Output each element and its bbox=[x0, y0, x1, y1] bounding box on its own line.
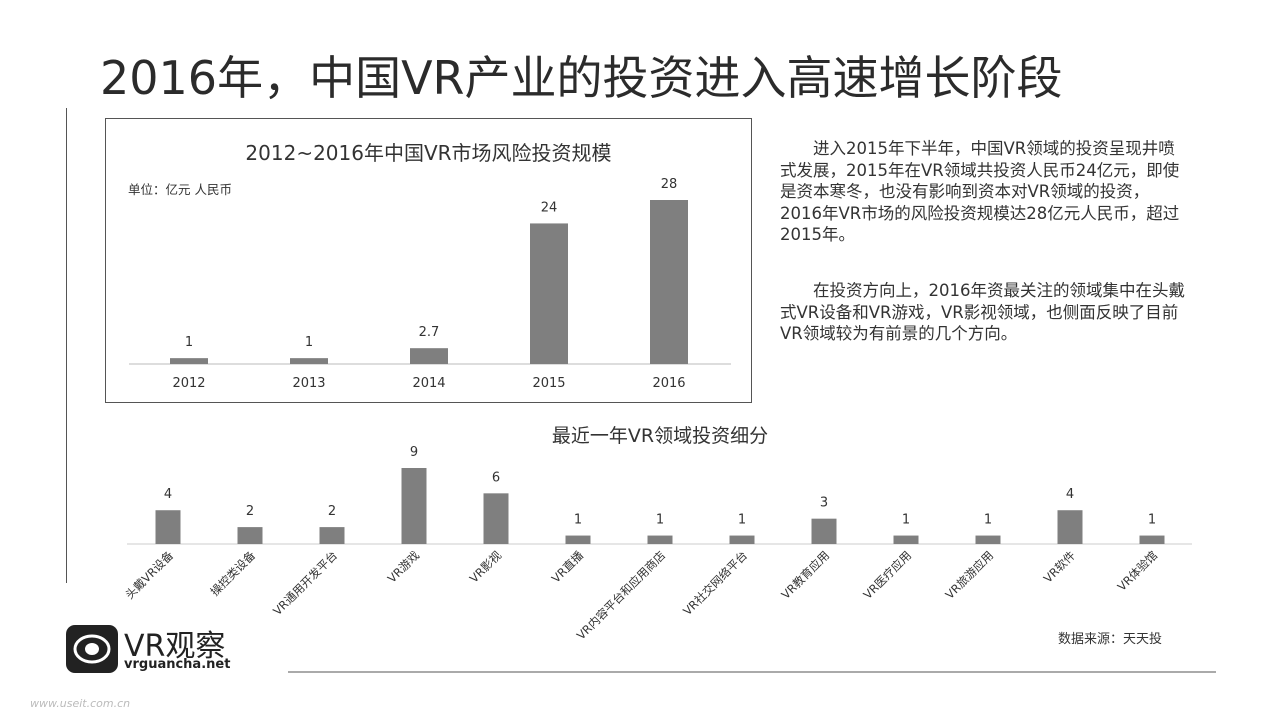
chart2-x-tick-label: VR直播 bbox=[549, 548, 587, 586]
footer-divider bbox=[288, 671, 1216, 673]
chart1-x-tick-label: 2012 bbox=[172, 376, 205, 391]
chart2-bar bbox=[565, 535, 591, 544]
chart1-value-label: 24 bbox=[541, 200, 558, 215]
chart2-x-tick-label: VR内容平台和应用商店 bbox=[574, 548, 668, 642]
chart1-bar bbox=[410, 348, 448, 364]
chart1-title: 2012~2016年中国VR市场风险投资规模 bbox=[245, 141, 612, 165]
chart1-x-tick-label: 2013 bbox=[292, 376, 325, 391]
logo: VR观察 vrguancha.net bbox=[66, 623, 256, 679]
chart-investment-scale: 2012~2016年中国VR市场风险投资规模 单位：亿元 人民币 1 2012 1 2… bbox=[105, 118, 752, 403]
chart2-bar bbox=[319, 527, 345, 544]
chart2-bar bbox=[811, 518, 837, 544]
chart2-bar bbox=[893, 535, 919, 544]
chart1-bar bbox=[530, 223, 568, 364]
chart1-x-tick-label: 2014 bbox=[412, 376, 445, 391]
chart1-x-tick-label: 2015 bbox=[532, 376, 565, 391]
chart1-value-label: 2.7 bbox=[419, 325, 440, 340]
chart1-x-tick-label: 2016 bbox=[652, 376, 685, 391]
chart2-x-tick-label: VR体验馆 bbox=[1115, 548, 1161, 594]
chart1-bar bbox=[170, 358, 208, 364]
chart1-plot: 1 2012 1 2013 2.7 2014 24 2015 28 2016 bbox=[129, 177, 731, 391]
vr-logo-icon bbox=[66, 625, 118, 673]
chart2-value-label: 2 bbox=[328, 504, 336, 519]
chart2-x-tick-label: VR社交网络平台 bbox=[680, 548, 750, 618]
chart1-unit-label: 单位：亿元 人民币 bbox=[128, 182, 232, 197]
chart2-value-label: 4 bbox=[164, 487, 172, 502]
chart2-value-label: 3 bbox=[820, 496, 828, 511]
chart2-value-label: 1 bbox=[1148, 513, 1156, 528]
chart2-value-label: 1 bbox=[574, 513, 582, 528]
chart2-value-label: 1 bbox=[738, 513, 746, 528]
chart2-bar bbox=[401, 468, 427, 544]
logo-name: VR观察 bbox=[124, 629, 226, 664]
chart2-bar bbox=[237, 527, 263, 544]
chart2-bar bbox=[975, 535, 1001, 544]
chart2-x-tick-label: VR医疗应用 bbox=[860, 548, 914, 602]
chart1-bar bbox=[650, 200, 688, 364]
chart2-title: 最近一年VR领域投资细分 bbox=[551, 425, 769, 447]
chart2-bar bbox=[155, 510, 181, 544]
chart2-x-tick-label: VR通用开发平台 bbox=[270, 548, 340, 618]
chart2-x-tick-label: VR教育应用 bbox=[778, 548, 832, 602]
chart2-bar bbox=[1139, 535, 1165, 544]
chart2-x-tick-label: 头戴VR设备 bbox=[122, 548, 176, 602]
chart2-x-tick-label: 操控类设备 bbox=[208, 548, 259, 599]
page-title: 2016年，中国VR产业的投资进入高速增长阶段 bbox=[100, 51, 1063, 105]
chart1-value-label: 28 bbox=[661, 177, 678, 192]
chart1-bar bbox=[290, 358, 328, 364]
chart2-value-label: 1 bbox=[902, 513, 910, 528]
chart2-value-label: 2 bbox=[246, 504, 254, 519]
watermark: www.useit.com.cn bbox=[30, 697, 131, 710]
chart2-bar bbox=[647, 535, 673, 544]
paragraph-2: 在投资方向上，2016年资最关注的领域集中在头戴式VR设备和VR游戏，VR影视领… bbox=[780, 281, 1185, 343]
chart2-bar bbox=[1057, 510, 1083, 544]
chart1-value-label: 1 bbox=[305, 335, 313, 350]
chart2-x-tick-label: VR软件 bbox=[1041, 548, 1078, 585]
data-source: 数据来源：天天投 bbox=[1058, 632, 1163, 647]
chart2-bar bbox=[483, 493, 509, 544]
chart2-x-tick-label: VR旅游应用 bbox=[942, 548, 996, 602]
chart2-value-label: 4 bbox=[1066, 487, 1074, 502]
chart1-value-label: 1 bbox=[185, 335, 193, 350]
paragraph-1: 进入2015年下半年，中国VR领域的投资呈现井喷式发展，2015年在VR领域共投… bbox=[780, 139, 1180, 244]
chart2-value-label: 1 bbox=[984, 513, 992, 528]
left-divider bbox=[66, 108, 67, 583]
chart2-x-tick-label: VR游戏 bbox=[385, 548, 423, 586]
logo-url: vrguancha.net bbox=[124, 657, 231, 672]
chart2-value-label: 6 bbox=[492, 470, 500, 485]
chart2-bar bbox=[729, 535, 755, 544]
chart2-value-label: 1 bbox=[656, 513, 664, 528]
chart2-x-tick-label: VR影视 bbox=[467, 548, 505, 586]
